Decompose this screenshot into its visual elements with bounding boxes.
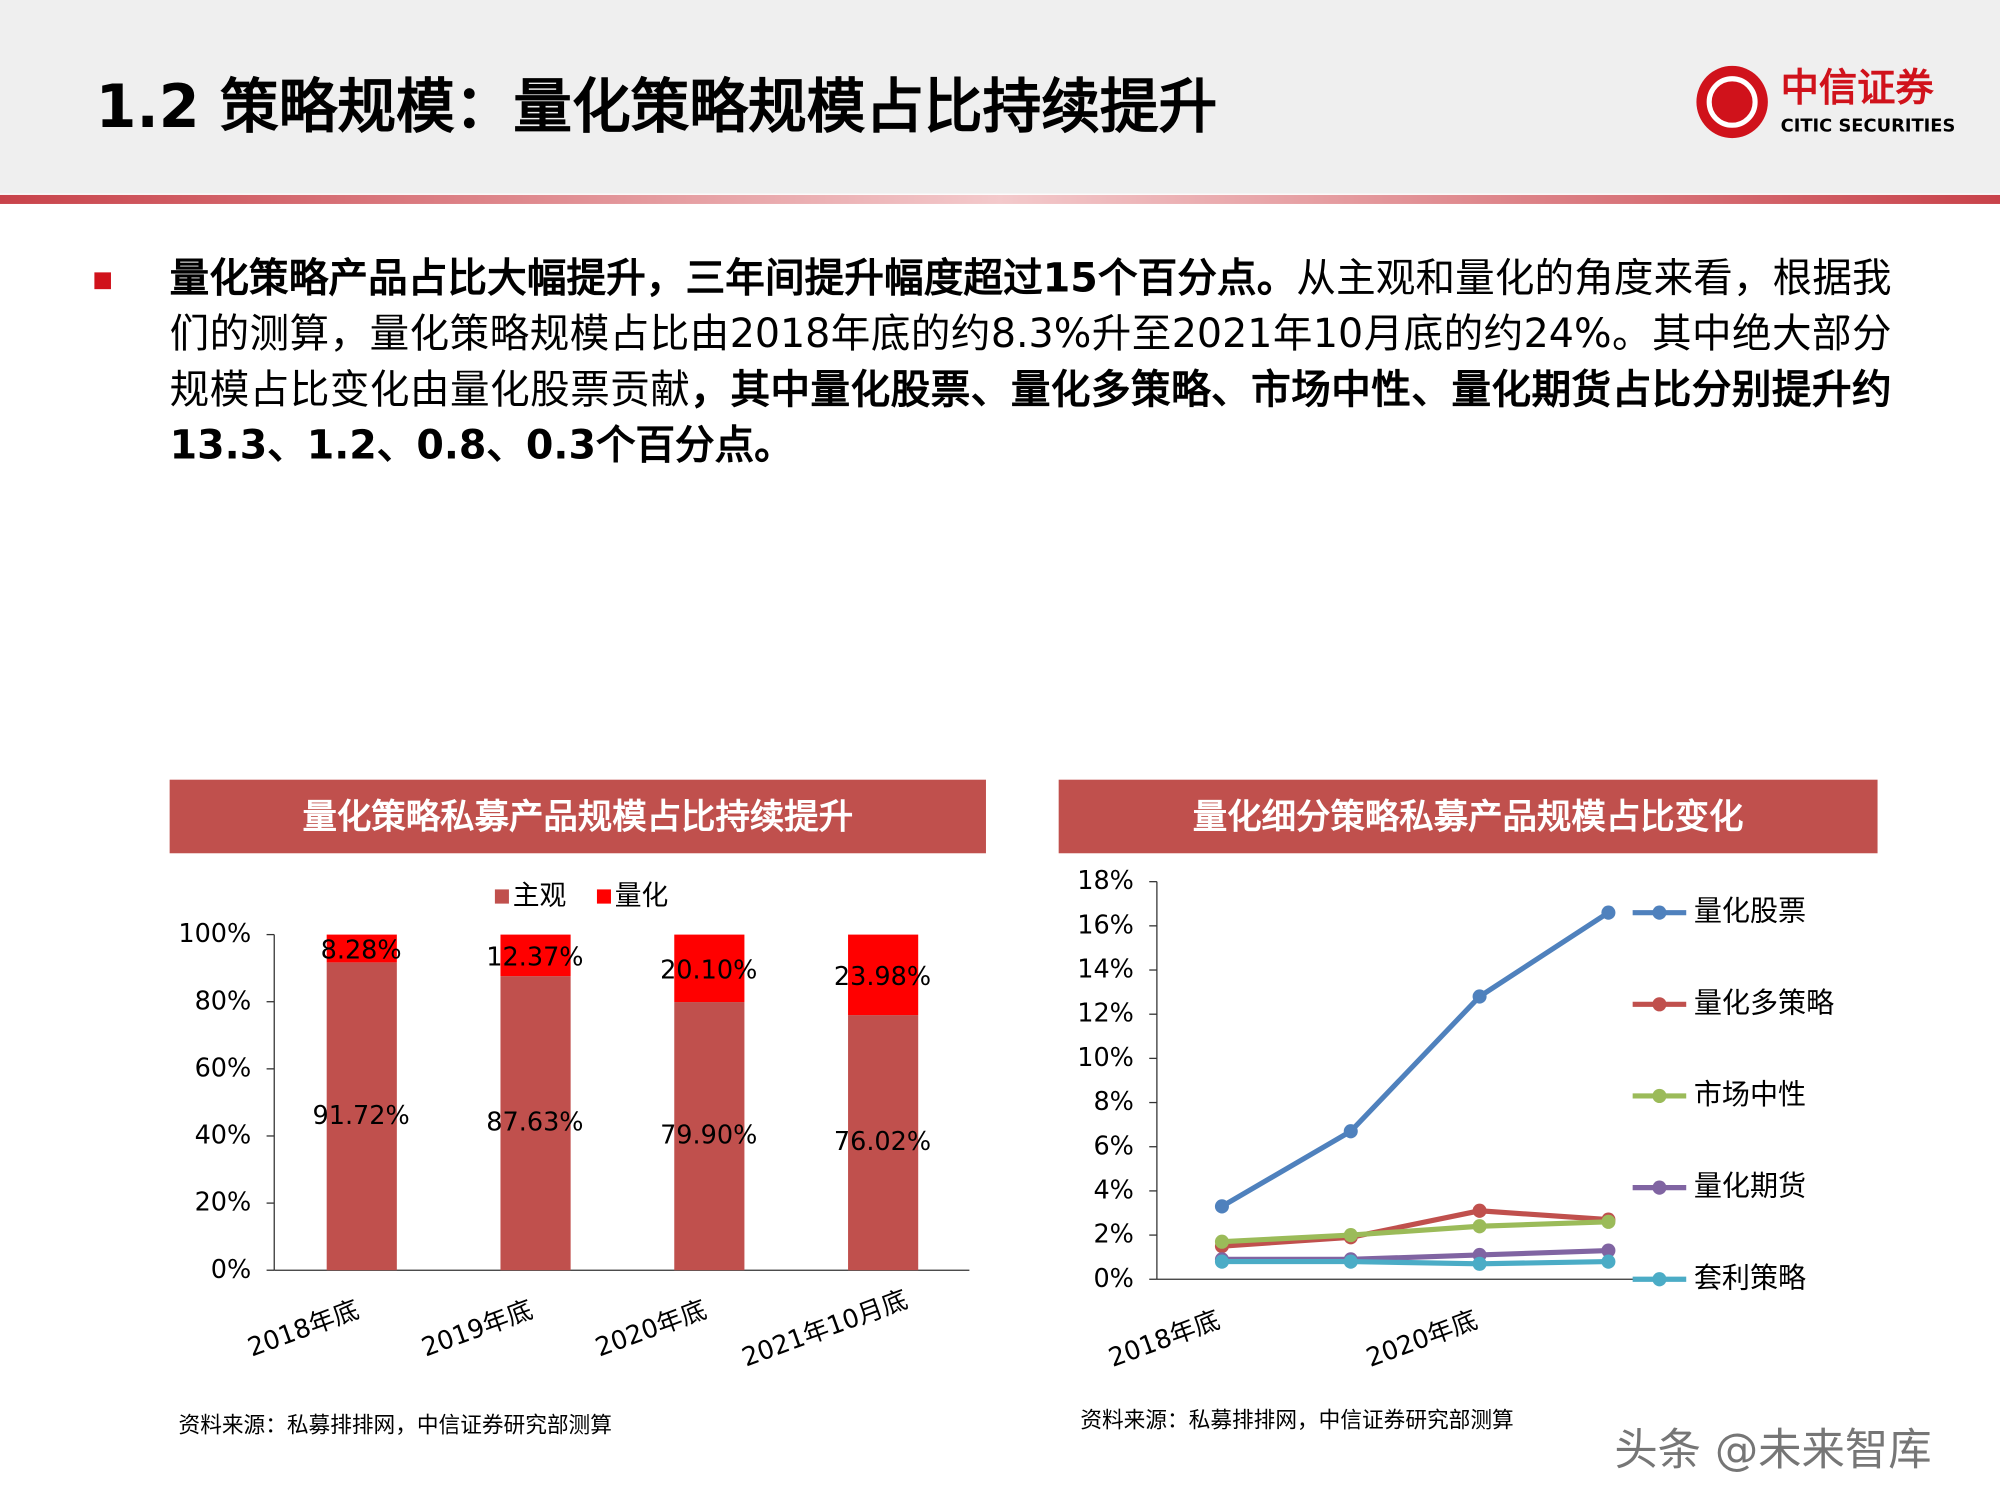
- marker: [1343, 1124, 1358, 1139]
- logo-cn: 中信证券: [1781, 66, 1935, 111]
- y-tick-label: 100%: [178, 919, 251, 949]
- legend-label: 主观: [513, 881, 567, 912]
- legend-marker: [1652, 1180, 1667, 1195]
- marker: [1472, 1219, 1487, 1234]
- marker: [1472, 1203, 1487, 1218]
- line: [1220, 910, 1610, 1209]
- marker: [1601, 1214, 1616, 1229]
- marker: [1214, 1199, 1229, 1214]
- bar-segment: [326, 962, 397, 1271]
- chart-header: [169, 779, 986, 854]
- source-note: 资料来源：私募排排网，中信证券研究部测算: [179, 1413, 612, 1438]
- line: [1221, 1247, 1609, 1262]
- bar-segment: [674, 934, 745, 1003]
- legend-marker: [1652, 1272, 1667, 1287]
- y-tick-label: 60%: [195, 1053, 252, 1083]
- legend-swatch: [494, 889, 509, 904]
- legend-label: 套利策略: [1694, 1261, 1806, 1294]
- title-band: [0, 0, 2000, 194]
- value-label: 79.90%: [660, 1121, 757, 1151]
- y-tick-label: 18%: [1077, 866, 1134, 896]
- value-label: 91.72%: [313, 1101, 410, 1131]
- legend-label: 量化期货: [1694, 1170, 1806, 1203]
- value-label: 87.63%: [486, 1108, 583, 1138]
- y-tick-label: 80%: [195, 986, 252, 1016]
- x-tick-label: 2019年底: [418, 1295, 537, 1363]
- line: [1221, 1219, 1609, 1245]
- value-label: 20.10%: [660, 955, 757, 985]
- marker: [1214, 1254, 1229, 1269]
- value-label: 8.28%: [321, 935, 402, 965]
- x-tick-label: 2020年底: [592, 1295, 711, 1363]
- watermark: 头条 @未来智库: [1614, 1425, 1931, 1475]
- marker: [1343, 1254, 1358, 1269]
- y-tick-label: 6%: [1093, 1131, 1133, 1161]
- marker: [1343, 1227, 1358, 1243]
- paragraph-run: ，其中量化股票、量化多策略、市场中性、量化期货占比分别提升约13.3、1.2、0…: [169, 366, 1892, 469]
- chart-title: 量化细分策略私募产品规模占比变化: [1193, 797, 1744, 837]
- marker: [1472, 989, 1487, 1004]
- logo-en: CITIC SECURITIES: [1781, 115, 1956, 136]
- chart-title: 量化策略私募产品规模占比持续提升: [302, 797, 853, 837]
- line: [1221, 1208, 1609, 1249]
- y-tick-label: 0%: [1093, 1264, 1133, 1294]
- x-tick-label: 2021年10月底: [738, 1285, 912, 1374]
- legend-swatch: [596, 889, 611, 904]
- paragraph-run: 从主观和量化的角度来看，根据我们的测算，量化策略规模占比由2018年底的约8.3…: [169, 255, 1892, 414]
- y-tick-label: 12%: [1077, 999, 1134, 1029]
- marker: [1472, 1256, 1487, 1271]
- bar-segment: [500, 934, 571, 977]
- logo-ring: [1706, 76, 1758, 128]
- paragraph: 量化策略产品占比大幅提升，三年间提升幅度超过15个百分点。从主观和量化的角度来看…: [170, 252, 1892, 474]
- y-tick-label: 10%: [1077, 1043, 1134, 1073]
- legend-label: 市场中性: [1694, 1078, 1806, 1111]
- x-tick-label: 2018年底: [1105, 1305, 1224, 1373]
- legend-label: 量化: [615, 881, 669, 912]
- line: [1221, 1259, 1609, 1267]
- marker: [1601, 905, 1616, 920]
- source-note: 资料来源：私募排排网，中信证券研究部测算: [1080, 1408, 1513, 1433]
- marker: [1214, 1234, 1229, 1249]
- x-tick-label: 2018年底: [244, 1295, 363, 1363]
- bullet: [94, 272, 111, 290]
- slide-title: 1.2 策略规模：量化策略规模占比持续提升: [96, 72, 1218, 141]
- marker: [1601, 1243, 1616, 1258]
- bar-segment: [848, 1015, 919, 1271]
- bar-segment: [500, 976, 571, 1271]
- value-label: 76.02%: [834, 1127, 931, 1157]
- bar-segment: [674, 1002, 745, 1271]
- value-label: 23.98%: [834, 962, 931, 992]
- legend-marker: [1652, 905, 1667, 920]
- y-tick-label: 2%: [1093, 1219, 1133, 1249]
- paragraph-run: 量化策略产品占比大幅提升，三年间提升幅度超过15个百分点。: [169, 255, 1297, 303]
- y-tick-label: 0%: [211, 1255, 251, 1285]
- paragraph-box: 量化策略产品占比大幅提升，三年间提升幅度超过15个百分点。从主观和量化的角度来看…: [170, 252, 1892, 474]
- y-tick-label: 8%: [1093, 1087, 1133, 1117]
- y-tick-label: 4%: [1093, 1175, 1133, 1205]
- legend-marker: [1652, 997, 1667, 1012]
- bar-segment: [326, 934, 397, 963]
- bar-segment: [848, 934, 919, 1016]
- legend-label: 量化股票: [1694, 895, 1806, 928]
- y-tick-label: 20%: [195, 1188, 252, 1218]
- x-tick-label: 2020年底: [1362, 1305, 1481, 1373]
- y-tick-label: 40%: [195, 1120, 252, 1150]
- y-tick-label: 16%: [1077, 910, 1134, 940]
- y-tick-label: 14%: [1077, 954, 1134, 984]
- value-label: 12.37%: [486, 942, 583, 972]
- chart-header: [1058, 779, 1878, 854]
- marker: [1601, 1254, 1616, 1269]
- legend-marker: [1652, 1088, 1667, 1104]
- title-rule: [0, 194, 2000, 204]
- legend-label: 量化多策略: [1694, 986, 1834, 1019]
